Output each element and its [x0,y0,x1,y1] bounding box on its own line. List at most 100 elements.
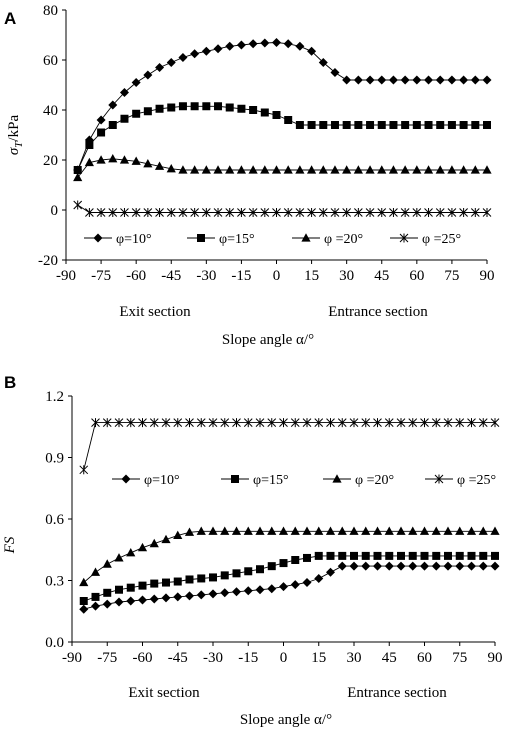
panel-b-y-tick-label: 0.6 [45,512,64,528]
panel-b-data-point [443,418,453,428]
panel-b-x-tick-label: -75 [97,650,117,666]
panel-a-data-point [213,44,223,54]
panel-b-data-point [79,604,89,614]
panel-a-data-point [214,102,223,111]
panel-b-data-point [267,562,276,571]
panel-a-data-point [96,115,106,125]
panel-b-data-point [243,526,253,535]
panel-a-data-point [424,75,434,85]
panel-a-data-point [459,121,468,129]
panel-b-data-point [290,580,300,590]
panel-b-data-point [196,418,206,428]
panel-b-data-point [314,551,323,560]
panel-b-data-point [290,526,300,535]
panel-a-data-point [447,75,457,85]
panel-a-legend-entry: φ=15° [219,232,255,247]
panel-a-x-tick-label: -45 [161,268,181,284]
panel-a-data-point [284,116,293,124]
panel-a-data-point [330,121,339,129]
panel-b-data-point [232,569,241,578]
panel-b-data-point [431,418,441,428]
panel-a-data-point [143,70,153,80]
panel-b-data-point [361,526,371,535]
panel-a-data-point [108,100,118,110]
panel-a-data-point [73,166,82,174]
panel-b-exit-section-label: Exit section [128,685,200,701]
panel-b-data-point [126,548,136,557]
panel-a-data-point [353,75,363,85]
panel-a-exit-section-label: Exit section [119,304,191,320]
panel-a-data-point [178,102,187,111]
panel-a-data-point [459,165,469,174]
panel-a-data-point [377,165,387,174]
panel-b-series-1 [79,561,500,614]
panel-b-data-point [349,418,359,428]
panel-b-data-point [302,578,312,588]
panel-b-data-point [350,551,358,560]
panel-a-data-point [225,208,235,217]
panel-b-data-point [490,526,500,535]
panel-b-data-point [138,595,147,605]
panel-a-data-point [470,165,480,174]
panel-a-data-point [190,208,199,217]
panel-b-x-tick-label: 60 [417,650,432,666]
panel-b-data-point [244,567,253,576]
panel-b-data-point [373,551,382,560]
panel-b-data-point [291,556,300,564]
panel-b-data-point [126,418,136,428]
panel-b-data-point [431,526,441,535]
panel-a-data-point [377,121,386,129]
panel-a-data-point [447,165,457,174]
panel-a-data-point [342,75,352,85]
panel-a-data-point [84,157,94,167]
panel-a-data-point [190,49,200,59]
panel-b-data-point [467,551,476,560]
panel-a-data-point [342,208,352,217]
panel-a-legend-marker [197,234,205,242]
panel-a-data-point [272,38,281,47]
panel-a-data-point [412,75,422,85]
panel-a-data-point [354,121,363,129]
panel-a-data-point [119,155,130,164]
panel-b-data-point [478,561,488,571]
panel-a-data-point [155,63,165,72]
panel-a-data-point [330,68,340,77]
panel-a-data-point [236,165,247,174]
panel-a-data-point [412,121,421,129]
panel-a-legend: φ=10° φ=15° φ =20° φ =25° [84,232,461,247]
panel-b-data-point [161,534,171,544]
panel-b-data-point [279,418,288,428]
panel-a-data-point [154,161,165,170]
panel-b-data-point [114,418,124,428]
panel-b-data-point [432,551,441,560]
panel-b-label: B [4,373,16,392]
panel-a-data-point [377,75,387,85]
panel-b-data-point [326,551,335,560]
panel-a-series-4 [73,200,492,217]
panel-a-data-point [307,46,317,56]
panel-b-data-point [185,575,194,584]
panel-b-data-point [420,551,429,560]
panel-a-data-point [213,208,223,217]
panel-a-data-point [143,158,153,168]
panel-b-data-point [220,588,230,598]
panel-a-data-point [85,208,94,217]
panel-a-data-point [482,165,492,174]
panel-a-data-point [249,106,258,114]
panel-b-y-tick-label: 0.0 [45,635,64,651]
panel-a-data-point [306,165,317,174]
panel-a-data-point [108,208,118,217]
panel-a-data-point [295,165,305,174]
panel-b-data-point [408,551,417,560]
panel-b-data-point [149,538,159,548]
panel-b-data-point [490,561,500,571]
panel-a-x-tick-label: -15 [231,268,251,284]
panel-a-data-point [365,165,375,174]
panel-b-data-point [231,526,242,535]
panel-b-series-2 [79,551,499,605]
panel-a-data-point [190,165,200,174]
panel-b-data-point [220,526,230,535]
panel-b-legend-marker [231,475,239,483]
panel-a-data-point [318,58,328,67]
panel-b-data-point [373,418,382,428]
